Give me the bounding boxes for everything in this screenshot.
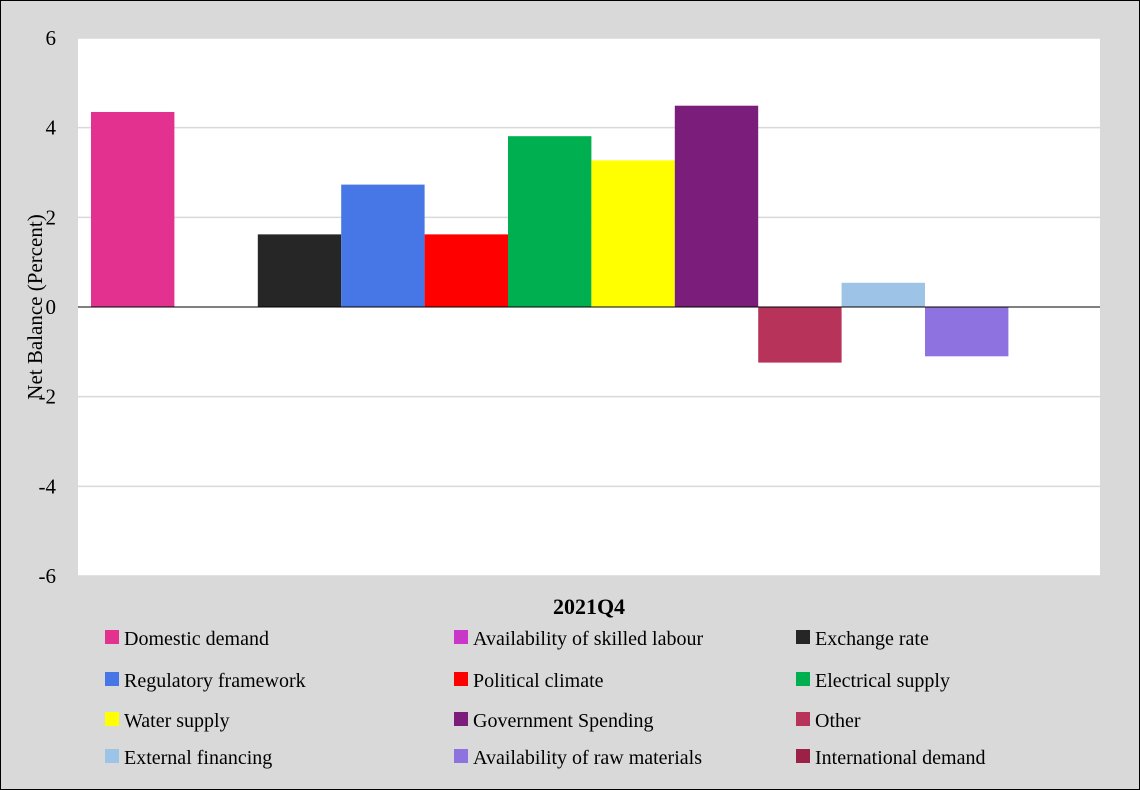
legend-swatch — [454, 712, 468, 726]
bar-electrical-supply — [508, 136, 592, 307]
legend-item: Government Spending — [454, 710, 654, 732]
legend-item: Political climate — [454, 670, 604, 692]
legend-swatch — [105, 630, 119, 644]
bar-government-spending — [674, 105, 759, 307]
bar-availability-of-raw-materials — [925, 307, 1009, 357]
legend-swatch — [454, 630, 468, 644]
y-tick-label: -6 — [39, 564, 57, 588]
legend-item: International demand — [796, 747, 986, 769]
bar-external-financing — [841, 282, 925, 307]
legend-swatch — [105, 749, 119, 763]
legend-label: Government Spending — [473, 710, 654, 732]
legend-item: Other — [796, 710, 861, 732]
y-tick-label: 2 — [46, 205, 57, 229]
legend-label: Availability of skilled labour — [473, 628, 703, 650]
y-axis-label: Net Balance (Percent) — [23, 214, 47, 399]
legend-swatch — [796, 712, 810, 726]
y-tick-label: 4 — [46, 116, 57, 140]
legend-label: Regulatory framework — [124, 670, 306, 692]
y-tick-label: -4 — [39, 474, 57, 498]
bar-water-supply — [591, 160, 675, 307]
legend-item: Regulatory framework — [105, 670, 306, 692]
bar-exchange-rate — [257, 234, 342, 307]
legend-label: Electrical supply — [815, 670, 950, 692]
y-tick-label: 0 — [46, 295, 57, 319]
legend-label: Availability of raw materials — [473, 747, 702, 769]
legend-label: Water supply — [124, 710, 230, 732]
bar-other — [758, 307, 842, 363]
legend-label: Political climate — [473, 670, 604, 692]
legend-swatch — [796, 630, 810, 644]
legend-swatch — [105, 712, 119, 726]
legend-label: Other — [815, 710, 861, 732]
legend-swatch — [796, 749, 810, 763]
legend-swatch — [454, 672, 468, 686]
y-tick-label: 6 — [46, 26, 57, 50]
y-tick-labels: 6 4 2 0 -2 -4 -6 — [39, 26, 57, 588]
legend: Domestic demand Availability of skilled l… — [105, 628, 986, 769]
legend-swatch — [105, 672, 119, 686]
x-axis-label: 2021Q4 — [553, 594, 625, 619]
legend-item: Availability of raw materials — [454, 747, 702, 769]
legend-label: International demand — [815, 747, 986, 769]
legend-label: Exchange rate — [815, 628, 929, 650]
bar-political-climate — [424, 234, 508, 307]
legend-item: Electrical supply — [796, 670, 950, 692]
bars — [91, 105, 1009, 363]
legend-item: Water supply — [105, 710, 230, 732]
legend-item: Domestic demand — [105, 628, 269, 650]
bar-regulatory-framework — [341, 184, 425, 307]
y-tick-label: -2 — [39, 385, 57, 409]
legend-label: External financing — [124, 747, 272, 769]
legend-swatch — [454, 749, 468, 763]
legend-item: Availability of skilled labour — [454, 628, 703, 650]
legend-swatch — [796, 672, 810, 686]
bar-domestic-demand — [91, 111, 175, 307]
legend-label: Domestic demand — [124, 628, 269, 650]
legend-item: External financing — [105, 747, 272, 769]
legend-item: Exchange rate — [796, 628, 929, 650]
